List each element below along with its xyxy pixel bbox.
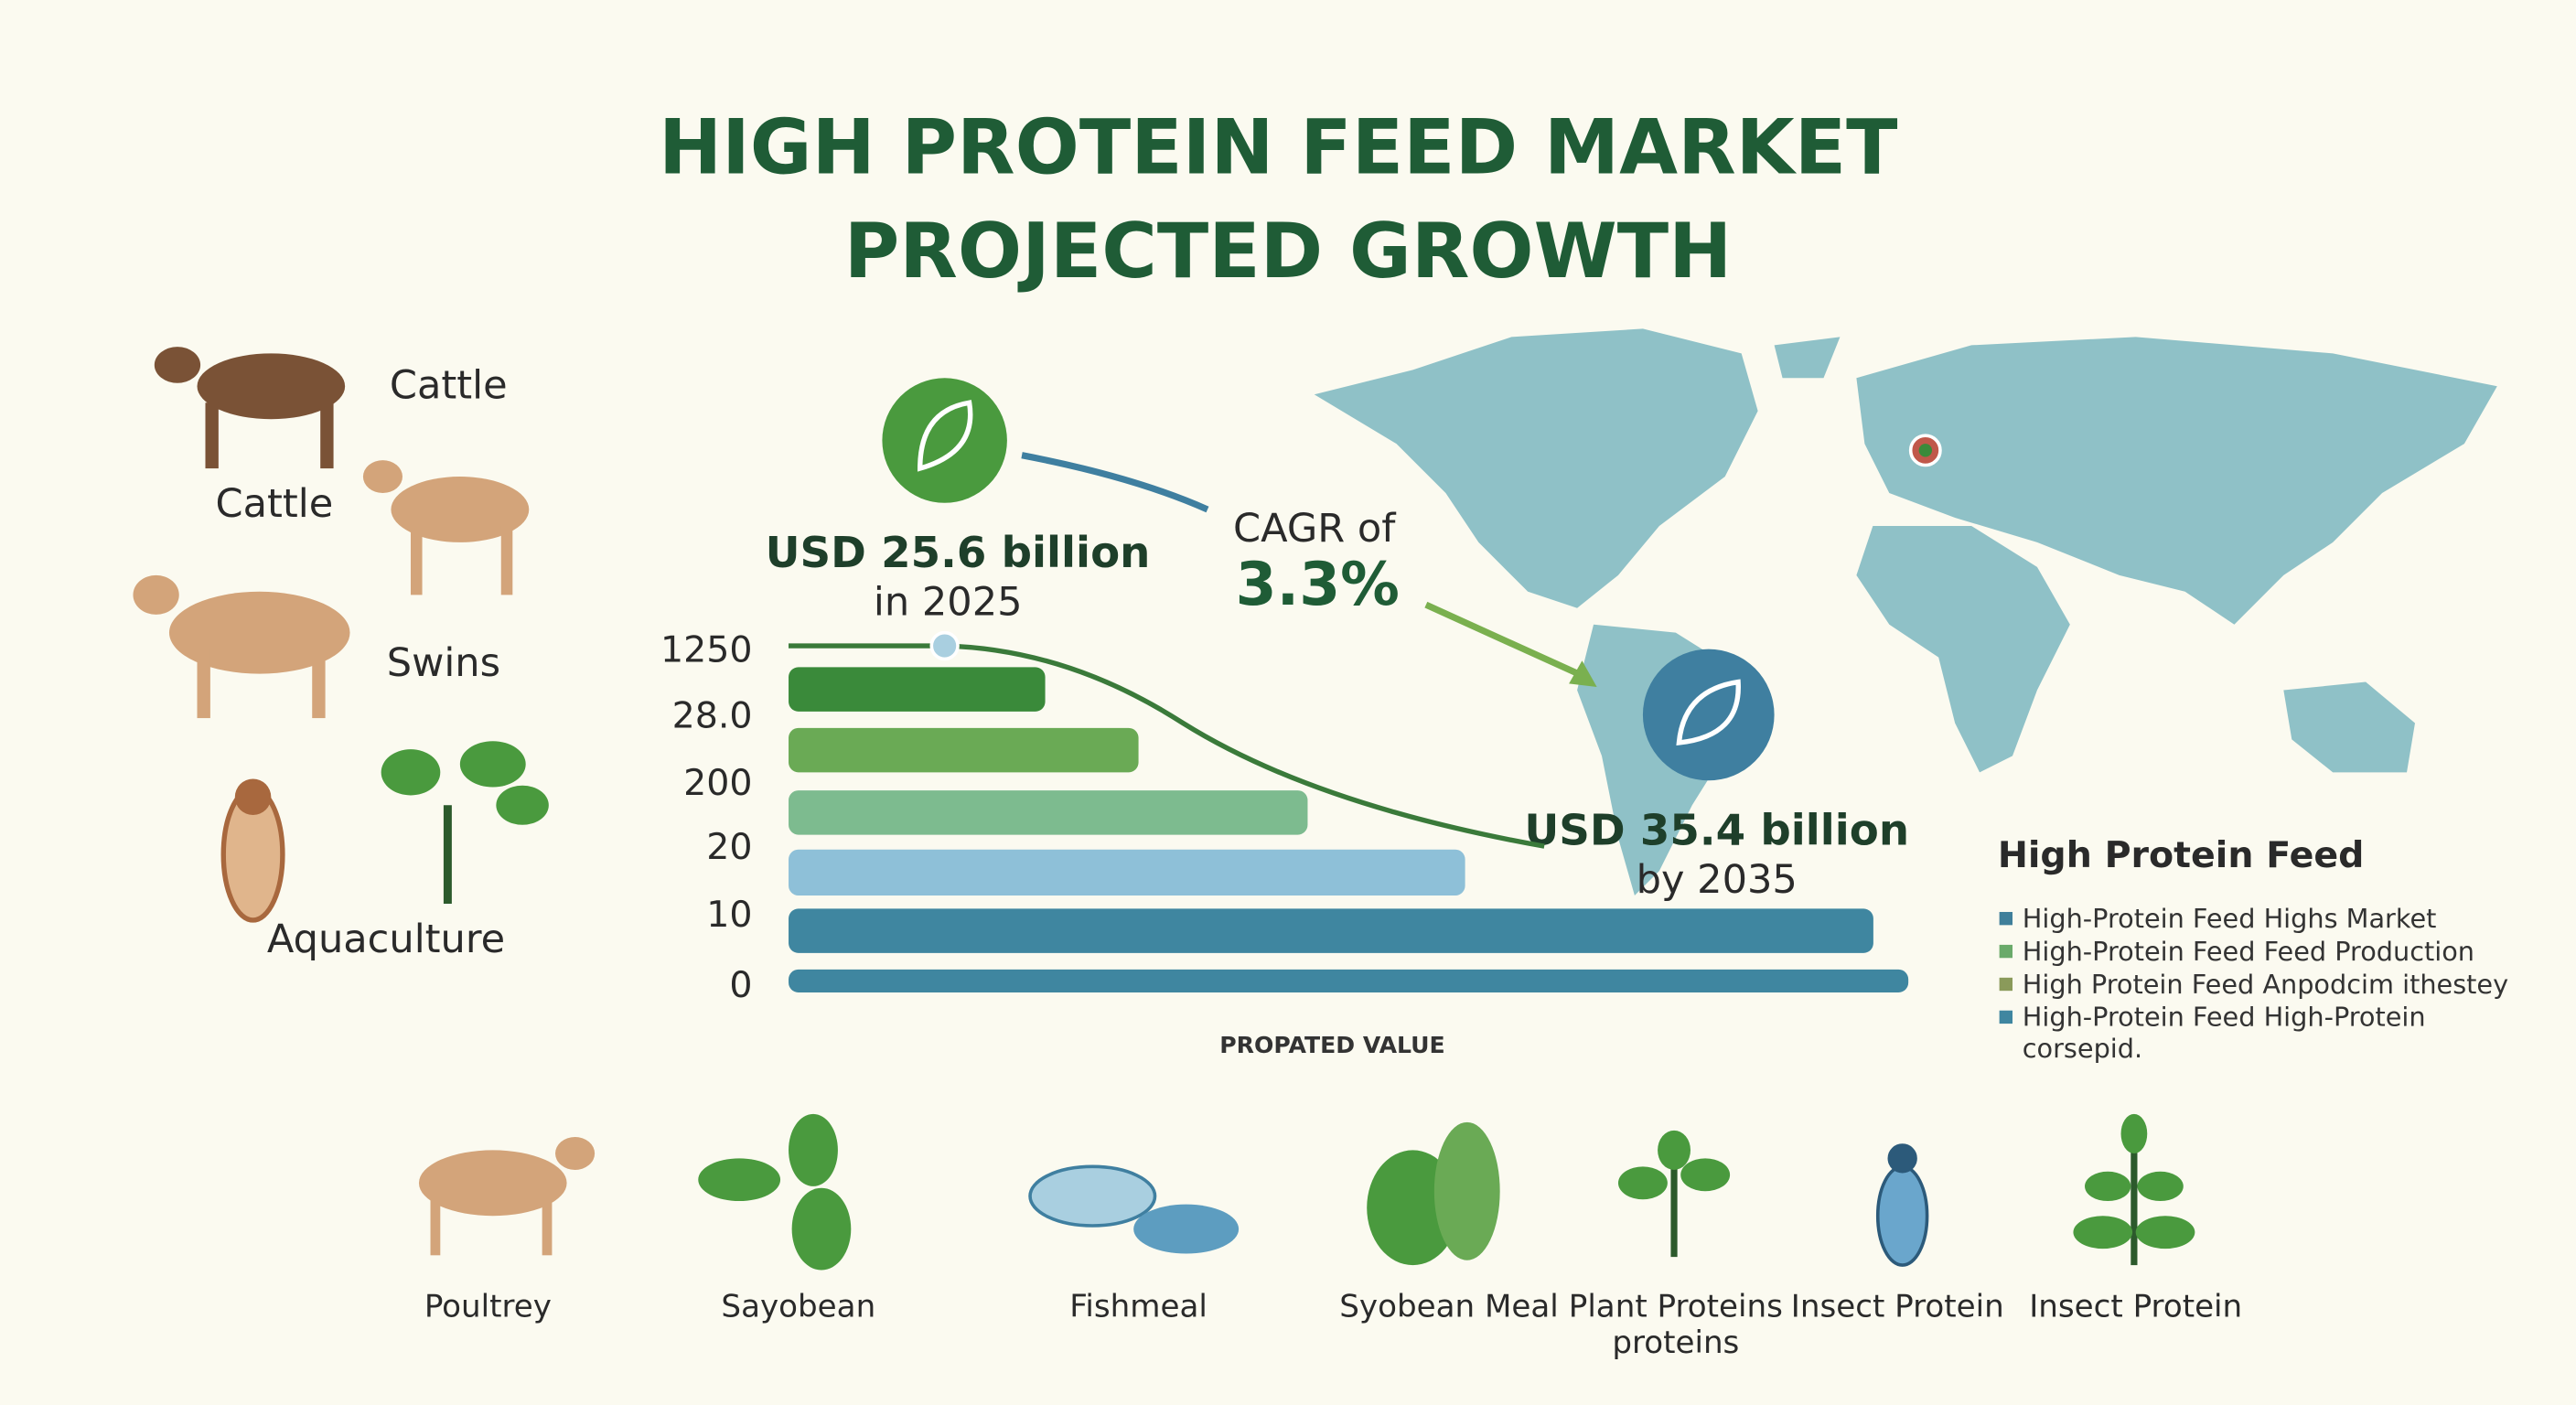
legend-label: High-Protein Feed Feed Production bbox=[2023, 936, 2474, 967]
arrow bbox=[1424, 601, 1587, 681]
insect-icon bbox=[220, 778, 285, 923]
product-label: Fishmeal bbox=[1069, 1288, 1208, 1325]
y-tick-label: 1250 bbox=[660, 629, 753, 671]
product-label: proteins bbox=[1612, 1325, 1739, 1361]
product-label: Syobean Meal bbox=[1339, 1288, 1559, 1325]
trend-point bbox=[929, 630, 960, 661]
leaf-icon bbox=[1367, 1121, 1500, 1266]
leaf-glyph bbox=[1676, 679, 1741, 746]
bar bbox=[789, 667, 1046, 712]
plant-icon bbox=[381, 741, 549, 904]
y-tick-label: 10 bbox=[706, 894, 752, 936]
leaf-glyph bbox=[918, 400, 973, 472]
cagr-label: CAGR of bbox=[1233, 506, 1396, 552]
bar bbox=[789, 790, 1308, 835]
bar-chart: 1250 28.0 200 20 10 0 bbox=[660, 629, 1909, 1006]
legend-swatch bbox=[1999, 944, 2012, 959]
title-line: PROJECTED GROWTH bbox=[844, 208, 1733, 295]
cagr-value: 3.3% bbox=[1236, 551, 1400, 619]
side-label: Cattle bbox=[216, 481, 334, 527]
side-label: Aquaculture bbox=[267, 917, 505, 962]
side-label: Cattle bbox=[390, 363, 508, 409]
product-label: Sayobean bbox=[721, 1288, 875, 1325]
plant-icon bbox=[2073, 1113, 2195, 1266]
legend: High-Protein Feed Highs MarketHigh-Prote… bbox=[1999, 903, 2508, 1064]
y-tick-label: 20 bbox=[706, 826, 752, 868]
bar bbox=[789, 908, 1873, 953]
bar bbox=[789, 727, 1139, 773]
title-line: HIGH PROTEIN FEED MARKET bbox=[659, 104, 1898, 192]
y-tick-label: 0 bbox=[729, 964, 752, 1006]
plant-icon bbox=[1617, 1130, 1731, 1258]
cattle-icon bbox=[154, 347, 346, 469]
side-label: Swins bbox=[387, 640, 500, 686]
legend-swatch bbox=[1999, 977, 2012, 992]
start-value: USD 25.6 billion bbox=[766, 529, 1151, 578]
legend-swatch bbox=[1999, 1010, 2012, 1024]
leaf-badge bbox=[1642, 649, 1775, 781]
product-label: Poultrey bbox=[424, 1288, 552, 1325]
swine-icon bbox=[133, 574, 350, 719]
bar bbox=[789, 969, 1909, 992]
trend-curve bbox=[789, 643, 1545, 849]
legend-label: High Protein Feed Anpodcim ithestey bbox=[2023, 969, 2508, 1000]
product-label: Plant Proteins bbox=[1569, 1288, 1783, 1325]
y-tick-label: 200 bbox=[683, 762, 752, 804]
end-value: USD 35.4 billion bbox=[1524, 806, 1909, 855]
cattle-icon bbox=[362, 460, 530, 595]
product-label: Insect Protein bbox=[2029, 1288, 2242, 1325]
legend-title: High Protein Feed bbox=[1998, 834, 2365, 876]
bar bbox=[789, 849, 1465, 896]
map-pin-dot bbox=[1918, 444, 1932, 457]
connector bbox=[1021, 452, 1209, 513]
insect-icon bbox=[1875, 1143, 1929, 1267]
end-year: by 2035 bbox=[1637, 857, 1798, 903]
fish-icon bbox=[1028, 1164, 1240, 1254]
legend-label: corsepid. bbox=[2023, 1033, 2142, 1064]
legend-label: High-Protein Feed High-Protein bbox=[2023, 1002, 2426, 1033]
legend-swatch bbox=[1999, 911, 2012, 926]
start-year: in 2025 bbox=[874, 580, 1023, 626]
arrow-head bbox=[1569, 660, 1597, 687]
poultry-icon bbox=[418, 1137, 596, 1256]
x-axis-label: PROPATED VALUE bbox=[1219, 1032, 1445, 1058]
y-tick-label: 28.0 bbox=[672, 695, 753, 737]
soybean-icon bbox=[698, 1113, 852, 1271]
leaf-badge bbox=[882, 378, 1007, 503]
legend-label: High-Protein Feed Highs Market bbox=[2023, 903, 2437, 934]
product-label: Insect Protein bbox=[1791, 1288, 2004, 1325]
